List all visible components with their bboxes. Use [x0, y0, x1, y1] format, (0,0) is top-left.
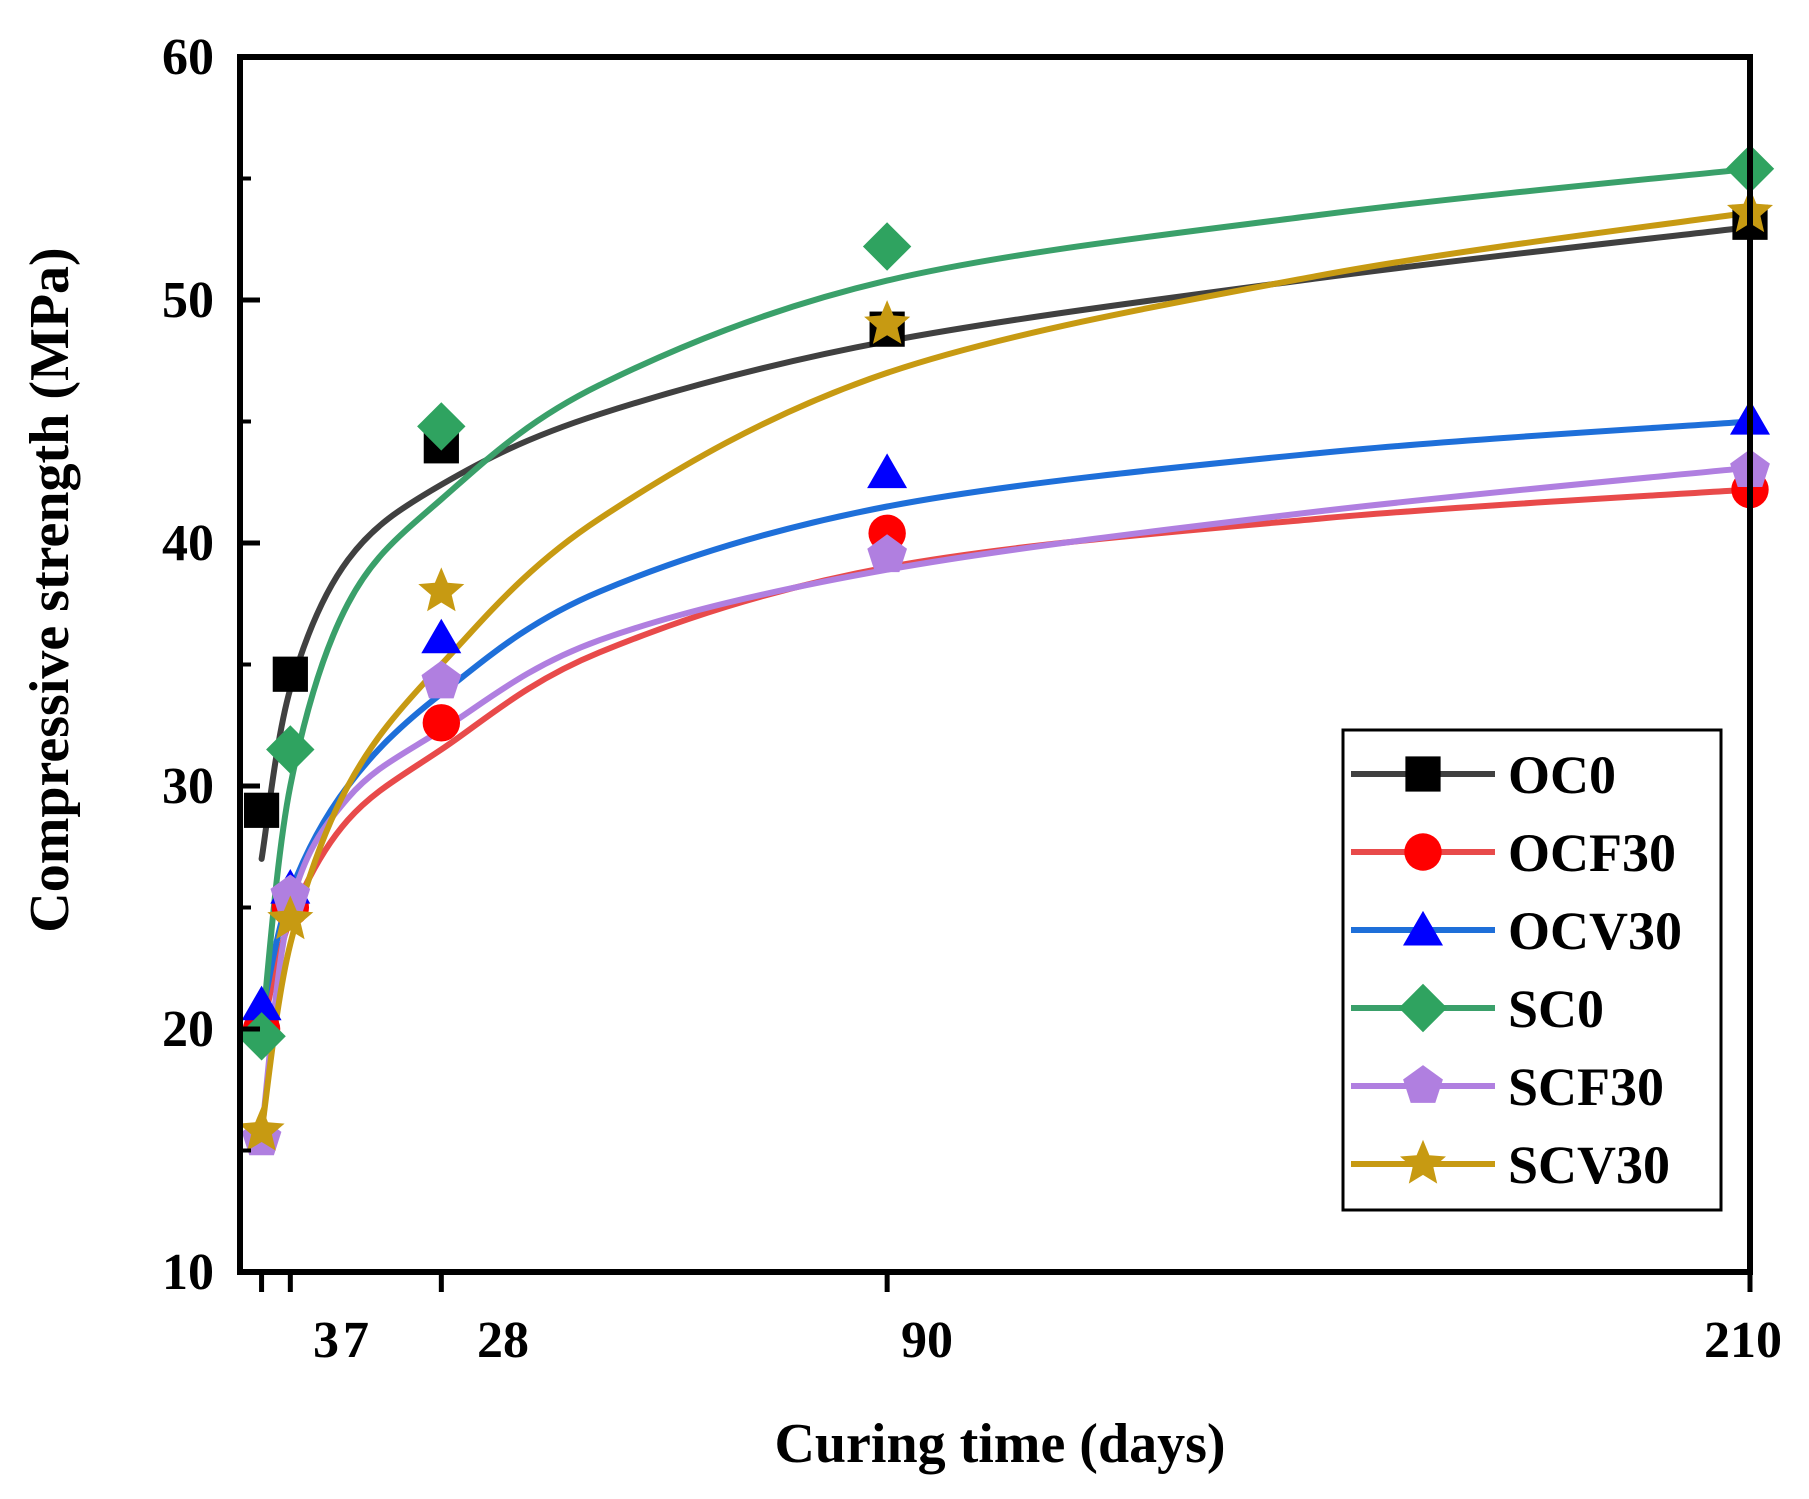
point-oc0-7: [272, 656, 308, 692]
fit-line-ocf30: [258, 486, 1753, 1037]
point-ocf30-28: [422, 704, 461, 742]
legend-marker-ocf30: [1404, 833, 1442, 871]
y-tick-label: 10: [162, 1244, 214, 1301]
x-tick-label: 90: [901, 1312, 953, 1369]
y-axis-title: Compressive strength (MPa): [19, 247, 81, 932]
x-axis-title: Curing time (days): [774, 1413, 1225, 1475]
legend-marker-scv30: [1400, 1139, 1446, 1184]
legend-label-oc0: OC0: [1508, 745, 1616, 805]
point-scf30-7: [270, 874, 311, 913]
legend-label-sc0: SC0: [1508, 979, 1604, 1039]
point-scv30-7: [267, 895, 314, 940]
y-tick-label: 20: [162, 1001, 214, 1058]
point-scv30-28: [418, 567, 465, 612]
legend-label-scf30: SCF30: [1508, 1057, 1664, 1117]
point-ocv30-28: [421, 618, 462, 654]
point-scf30-28: [421, 660, 462, 699]
fit-line-scf30: [258, 464, 1753, 1137]
x-tick-label: 3: [313, 1312, 339, 1369]
y-tick-label: 50: [162, 272, 214, 329]
x-tick-label: 210: [1704, 1312, 1782, 1369]
y-tick-label: 60: [162, 29, 214, 86]
point-sc0-28: [417, 402, 466, 451]
point-ocv30-3: [241, 985, 282, 1021]
point-sc0-90: [862, 222, 912, 271]
x-tick-label: 7: [343, 1312, 369, 1369]
legend-label-ocv30: OCV30: [1508, 901, 1682, 961]
legend-marker-oc0: [1405, 756, 1441, 792]
legend-marker-sc0: [1398, 983, 1448, 1033]
legend-marker-ocv30: [1403, 910, 1443, 946]
point-scf30-90: [867, 534, 907, 573]
legend-box: [1341, 728, 1723, 1212]
axes: 10 20 30 40 50 60 3 7 28 90 210: [162, 29, 1782, 1369]
y-tick-label: 30: [162, 758, 214, 815]
point-ocv30-90: [867, 453, 908, 489]
fit-line-scv30: [258, 209, 1753, 1135]
data-markers: [237, 144, 1775, 1156]
legend-label-scv30: SCV30: [1508, 1135, 1670, 1195]
legend-label-ocf30: OCF30: [1508, 823, 1676, 883]
point-sc0-7: [266, 725, 315, 774]
point-oc0-3: [243, 792, 280, 828]
legend-marker-scf30: [1403, 1065, 1443, 1103]
point-sc0-3: [237, 1012, 286, 1061]
point-scv30-3: [238, 1106, 285, 1151]
legend: OC0 OCF30 OCV30 SC0 SCF30 SCV30: [1341, 728, 1723, 1212]
x-tick-label: 28: [477, 1312, 529, 1369]
point-scv30-90: [864, 300, 911, 344]
fit-line-oc0: [258, 224, 1753, 862]
y-tick-label: 40: [162, 515, 214, 572]
